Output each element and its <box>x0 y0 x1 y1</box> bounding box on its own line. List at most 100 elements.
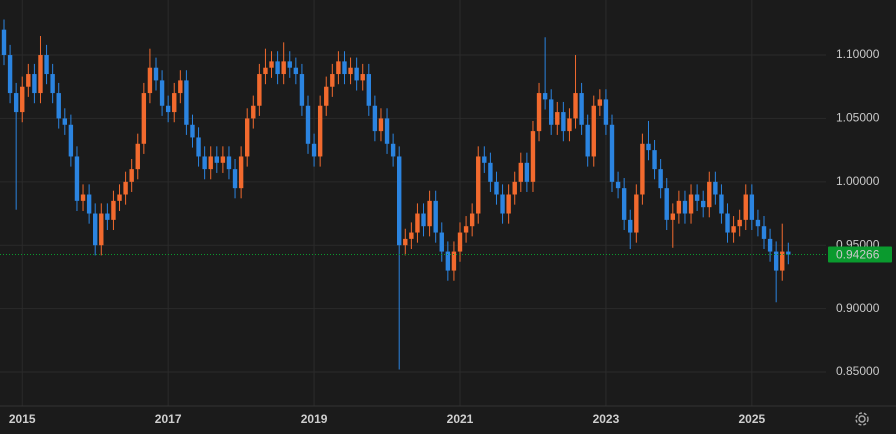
candle-body <box>214 156 219 163</box>
candle-body <box>7 55 13 94</box>
candle-body <box>421 213 426 227</box>
candle-body <box>749 194 755 220</box>
candle-body <box>220 156 226 163</box>
candle-body <box>707 181 712 208</box>
candle-body <box>80 194 86 201</box>
candle-body <box>26 74 31 87</box>
x-tick-label: 2017 <box>155 412 182 426</box>
candle-body <box>542 93 548 100</box>
candle-body <box>719 194 724 214</box>
gear-teeth <box>855 412 869 426</box>
candle-body <box>646 143 651 151</box>
candle-body <box>257 74 262 106</box>
candle-body <box>433 200 438 233</box>
y-tick-label: 1.00000 <box>836 174 880 188</box>
candle-body <box>567 118 572 132</box>
candle-body <box>123 181 128 195</box>
candle-body <box>670 213 675 220</box>
candle-body <box>621 188 627 220</box>
candle-body <box>384 118 390 144</box>
candle-body <box>226 156 232 170</box>
candle-body <box>172 93 177 113</box>
candle-body <box>457 232 463 252</box>
candle-body <box>482 156 487 163</box>
candle-body <box>628 219 633 233</box>
candle-body <box>275 61 280 75</box>
candle-body <box>348 67 353 75</box>
x-tick-label: 2021 <box>447 412 474 426</box>
candle-body <box>773 251 779 271</box>
candle-body <box>20 86 25 113</box>
y-tick-label: 1.05000 <box>836 111 880 125</box>
candle-body <box>415 213 420 233</box>
candle-body <box>184 80 189 125</box>
candle-body <box>561 112 566 132</box>
candle-body <box>336 61 341 75</box>
candle-body <box>38 55 43 94</box>
candle-body <box>603 99 609 125</box>
candle-body <box>50 74 55 94</box>
settings-icon[interactable] <box>855 412 869 426</box>
candle-body <box>549 99 554 125</box>
candle-body <box>743 194 748 220</box>
candle-body <box>86 194 92 214</box>
candle-body <box>232 169 238 189</box>
candle-body <box>74 156 80 201</box>
candle-body <box>609 124 615 182</box>
candle-body <box>354 67 359 81</box>
candle-body <box>293 67 299 75</box>
candle-body <box>317 105 323 157</box>
candle-body <box>761 226 767 239</box>
candle-body <box>287 61 292 68</box>
candle-body <box>451 251 457 271</box>
candle-body <box>141 93 147 144</box>
y-tick-label: 0.85000 <box>836 364 880 378</box>
candle-body <box>263 67 268 75</box>
y-tick-label: 0.90000 <box>836 301 880 315</box>
candle-body <box>652 150 657 170</box>
candle-body <box>159 80 165 106</box>
candle-body <box>694 194 700 201</box>
candle-body <box>737 219 742 227</box>
candle-body <box>664 188 669 220</box>
candle-body <box>597 99 603 106</box>
candle-body <box>324 86 329 106</box>
candle-body <box>62 118 67 125</box>
last-price-tag <box>828 246 892 263</box>
candle-body <box>658 169 663 189</box>
candle-body <box>269 61 274 68</box>
candle-body <box>676 200 682 214</box>
candle-body <box>506 194 511 214</box>
candle-body <box>281 61 286 75</box>
gear-center <box>858 415 866 423</box>
candle-body <box>251 105 256 119</box>
candle-body <box>573 93 578 119</box>
candle-body <box>403 238 408 246</box>
candle-body <box>330 74 335 87</box>
candle-body <box>299 74 305 106</box>
candle-body <box>202 156 207 170</box>
candle-body <box>99 213 104 246</box>
candle-body <box>786 251 791 255</box>
last-price-label: 0.94266 <box>836 248 880 262</box>
candles <box>0 19 826 370</box>
candle-body <box>512 181 517 195</box>
candle-body <box>725 213 730 233</box>
candle-body <box>615 181 621 189</box>
candle-body <box>13 93 19 113</box>
candle-body <box>68 124 74 157</box>
candle-body <box>153 67 159 81</box>
candle-body <box>463 226 469 233</box>
candle-body <box>190 124 195 138</box>
candle-body <box>245 118 250 157</box>
candle-body <box>56 93 61 119</box>
candle-body <box>378 118 384 132</box>
candle-body <box>372 105 378 132</box>
x-tick-label: 2019 <box>301 412 328 426</box>
y-tick-label: 1.10000 <box>836 47 880 61</box>
candle-body <box>530 131 536 182</box>
candle-body <box>682 200 688 214</box>
